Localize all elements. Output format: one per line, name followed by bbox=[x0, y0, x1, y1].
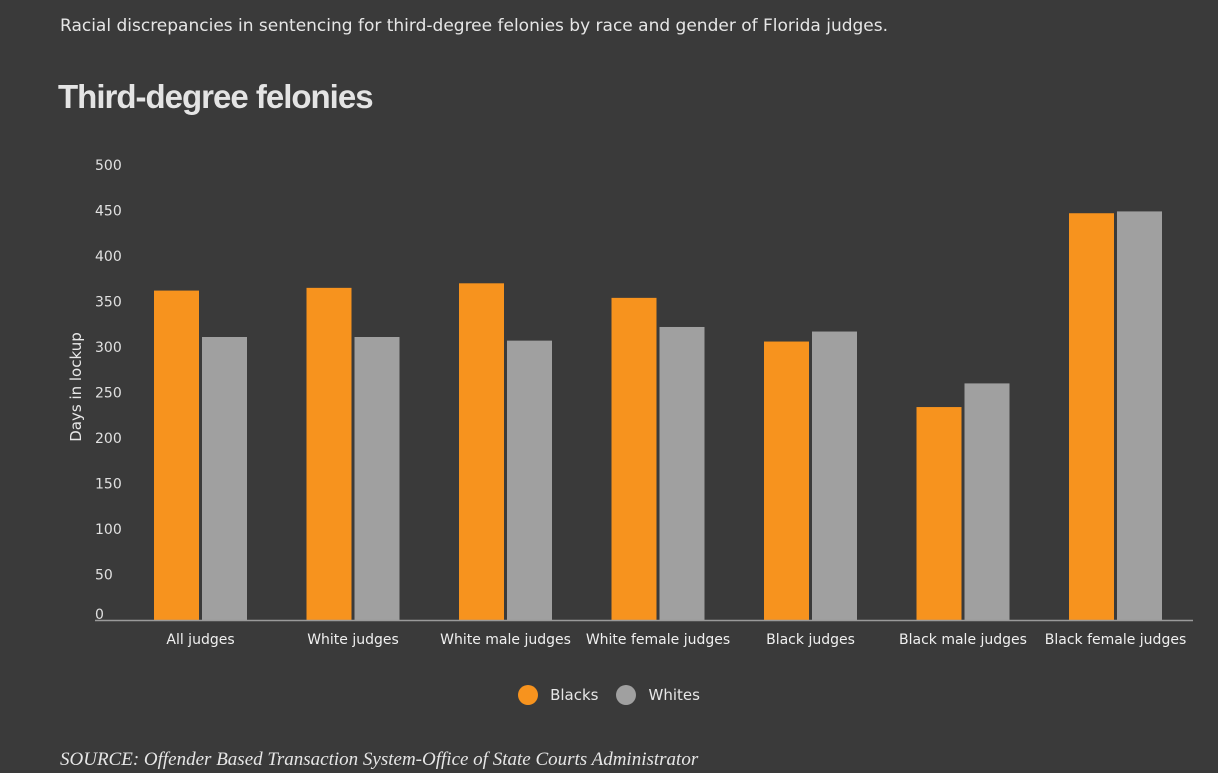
y-tick-label: 250 bbox=[95, 386, 122, 402]
bar-blacks-5[interactable] bbox=[764, 341, 809, 620]
x-category-label: White judges bbox=[307, 632, 399, 648]
legend-label-blacks: Blacks bbox=[550, 686, 599, 704]
x-category-label: Black male judges bbox=[899, 632, 1027, 648]
legend-swatch-blacks bbox=[518, 685, 539, 705]
legend-label-whites: Whites bbox=[648, 686, 700, 704]
chart-subtitle: Racial discrepancies in sentencing for t… bbox=[60, 16, 889, 36]
bar-whites-3[interactable] bbox=[507, 340, 552, 620]
bar-whites-5[interactable] bbox=[812, 331, 857, 620]
chart-title: Third-degree felonies bbox=[58, 78, 374, 115]
bar-whites-2[interactable] bbox=[354, 336, 400, 620]
y-tick-label: 500 bbox=[95, 158, 122, 174]
bars-group bbox=[154, 211, 1162, 621]
y-axis: 0 50 100 150 200 250 300 350 400 450 500 bbox=[95, 158, 122, 623]
x-category-label: White female judges bbox=[586, 632, 730, 648]
y-axis-title: Days in lockup bbox=[67, 332, 85, 442]
y-tick-label: 400 bbox=[95, 249, 122, 265]
y-tick-label: 50 bbox=[95, 568, 113, 584]
bar-blacks-6[interactable] bbox=[916, 407, 962, 620]
legend-item-whites[interactable]: Whites bbox=[616, 685, 700, 705]
x-category-label: Black female judges bbox=[1045, 632, 1186, 648]
bar-blacks-2[interactable] bbox=[306, 287, 352, 620]
y-tick-label: 450 bbox=[95, 204, 122, 220]
x-axis-labels: All judges White judges White male judges W… bbox=[166, 632, 1186, 648]
bar-whites-4[interactable] bbox=[659, 326, 705, 620]
y-tick-label: 200 bbox=[95, 431, 122, 447]
source-note: SOURCE: Offender Based Transaction Syste… bbox=[60, 749, 699, 770]
y-tick-label: 350 bbox=[95, 295, 122, 311]
legend: Blacks Whites bbox=[0, 685, 1218, 705]
bar-blacks-1[interactable] bbox=[154, 290, 199, 620]
bar-whites-6[interactable] bbox=[964, 383, 1010, 620]
y-tick-label: 0 bbox=[95, 607, 104, 623]
legend-item-blacks[interactable]: Blacks bbox=[518, 685, 598, 705]
bar-blacks-4[interactable] bbox=[611, 297, 657, 620]
y-tick-label: 150 bbox=[95, 477, 122, 493]
x-category-label: All judges bbox=[166, 632, 234, 648]
bar-blacks-3[interactable] bbox=[459, 283, 504, 620]
y-tick-label: 100 bbox=[95, 522, 122, 538]
bar-whites-1[interactable] bbox=[202, 336, 247, 620]
x-category-label: Black judges bbox=[766, 632, 855, 648]
y-tick-label: 300 bbox=[95, 340, 122, 356]
bar-blacks-7[interactable] bbox=[1069, 213, 1114, 621]
bar-whites-7[interactable] bbox=[1117, 211, 1162, 620]
legend-swatch-whites bbox=[616, 685, 637, 705]
x-category-label: White male judges bbox=[440, 632, 571, 648]
